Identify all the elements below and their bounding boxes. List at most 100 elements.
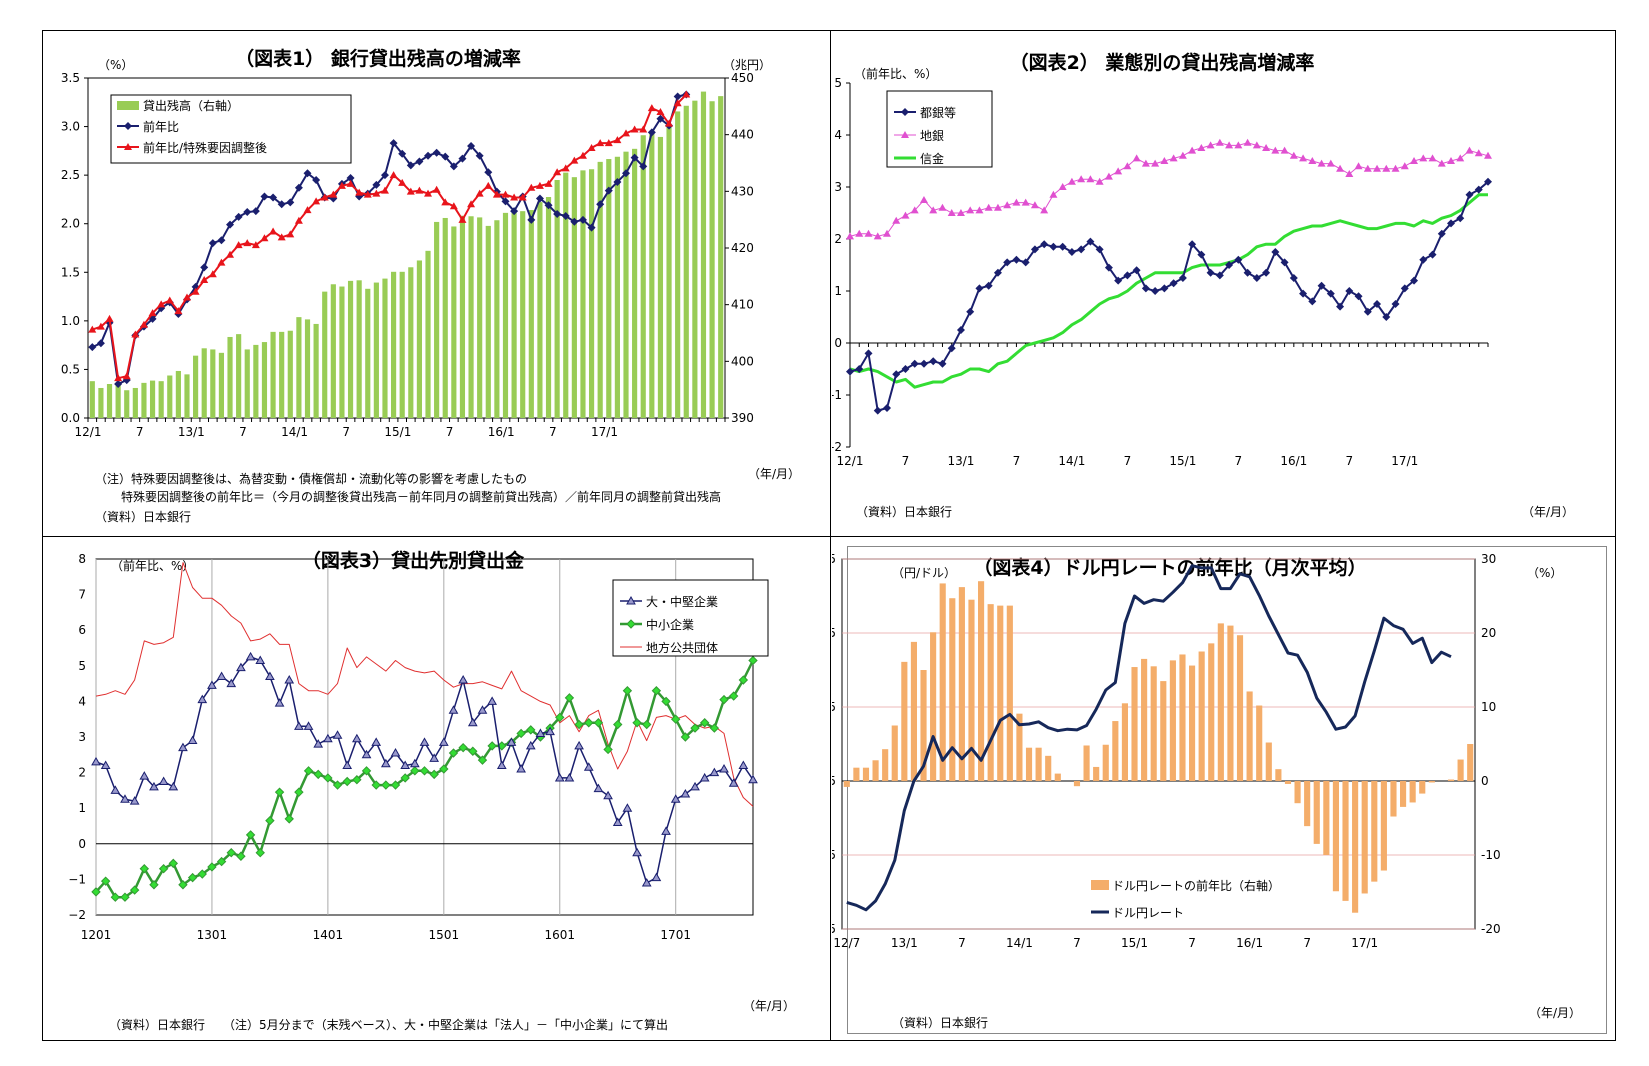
- chart1-ytick-left: 2.0: [61, 217, 80, 231]
- chart2-point-city: [1400, 284, 1409, 293]
- chart3-point-sme: [487, 741, 497, 751]
- chart2-xtick: 15/1: [1169, 454, 1196, 468]
- chart4-xtick: 17/1: [1351, 936, 1378, 950]
- chart1-bar: [597, 161, 603, 418]
- chart2-point-city: [1317, 281, 1326, 290]
- chart4-ytick-left: 95: [832, 774, 836, 788]
- chart4-bar: [891, 725, 898, 781]
- chart1-point-adj: [105, 314, 114, 322]
- chart1-legend-swatch-bar: [117, 101, 139, 110]
- chart2-point-city: [1299, 289, 1308, 298]
- chart4-bar: [853, 767, 860, 781]
- chart2-svg: （図表2） 業態別の貸出残高増減率 （前年比、%） -2 -1 0 1 2 3 4 5 12/1…: [832, 51, 1574, 519]
- chart3-point-sme: [100, 876, 111, 886]
- chart3-point-large: [207, 680, 217, 689]
- chart3-point-sme: [120, 892, 130, 902]
- chart1-bar: [632, 148, 638, 418]
- chart3-point-large: [265, 671, 275, 680]
- chart2-point-city: [929, 357, 938, 366]
- chart2-point-regional: [1215, 138, 1224, 146]
- chart1-point-adj: [363, 190, 372, 198]
- chart1-xtick: 7: [342, 425, 350, 439]
- chart4-title: （図表4）ドル円レートの前年比（月次平均）: [973, 556, 1366, 579]
- chart1-xtick: 12/1: [75, 425, 102, 439]
- chart3-point-sme: [197, 869, 207, 879]
- chart1-point-adj: [449, 202, 458, 210]
- chart3-point-large: [255, 655, 266, 664]
- chart4-bar: [872, 760, 879, 781]
- chart2-legend-shinkin: 信金: [920, 151, 944, 166]
- chart2-point-regional: [1077, 175, 1086, 183]
- chart1-point-adj: [475, 189, 484, 197]
- chart4-bar: [1150, 666, 1157, 781]
- chart1-point-yoy: [596, 200, 605, 209]
- chart4-bar: [1083, 745, 1090, 781]
- chart4-xtick: 16/1: [1236, 936, 1263, 950]
- chart1-bar: [451, 226, 457, 418]
- chart4-bar: [901, 661, 908, 781]
- chart2-ytick: 1: [834, 284, 842, 298]
- chart3-point-sme: [584, 718, 594, 728]
- chart1-ytick-left: 1.5: [61, 265, 80, 279]
- chart1-right-unit: （兆円）: [723, 58, 771, 72]
- chart2-point-city: [1308, 297, 1317, 306]
- chart2-point-regional: [1012, 198, 1021, 206]
- chart3-point-large: [187, 735, 198, 745]
- chart1-point-adj: [613, 136, 622, 144]
- chart3-point-large: [583, 762, 594, 771]
- chart1-bar: [287, 330, 293, 418]
- chart2-point-city: [1382, 313, 1391, 321]
- chart2-point-city: [882, 404, 891, 412]
- chart3-point-sme: [207, 862, 217, 872]
- chart1-x-unit: （年/月）: [748, 467, 800, 481]
- chart4-bar: [987, 604, 994, 781]
- chart2-point-city: [1206, 268, 1215, 277]
- chart1-bar: [89, 381, 95, 418]
- chart3-point-sme: [622, 686, 633, 696]
- chart2-point-city: [993, 268, 1002, 277]
- chart3-point-sme: [690, 723, 700, 733]
- chart4-bar: [939, 583, 946, 781]
- chart2-point-city: [1151, 287, 1160, 295]
- chart2-point-regional: [1104, 172, 1113, 180]
- chart2-point-regional: [1326, 159, 1335, 167]
- chart1-bar: [442, 217, 448, 418]
- chart1-point-yoy: [389, 139, 398, 148]
- chart3-point-sme: [748, 655, 758, 666]
- chart3-point-large: [294, 721, 304, 730]
- chart1-point-yoy: [501, 197, 510, 206]
- chart4-legend-line: ドル円レート: [1112, 906, 1184, 920]
- chart4-bar: [882, 749, 889, 781]
- chart3-point-large: [313, 739, 324, 748]
- chart1-line-adj: [91, 93, 688, 380]
- chart1-bar: [322, 291, 328, 418]
- chart1-bar: [459, 215, 466, 418]
- chart2-xtick: 7: [1013, 454, 1021, 468]
- chart3-ytick: 7: [78, 588, 86, 602]
- chart1-point-adj: [260, 234, 269, 242]
- chart2-point-city: [1030, 245, 1039, 254]
- chart2-point-regional: [1317, 159, 1326, 167]
- chart3-point-large: [332, 730, 343, 739]
- chart2-point-city: [1077, 245, 1086, 254]
- chart4-bar: [1342, 781, 1349, 901]
- chart2-point-city: [1012, 255, 1021, 264]
- chart4-bar: [1313, 781, 1320, 844]
- chart4-bar: [1208, 643, 1215, 781]
- chart1-legend-box: [110, 94, 352, 164]
- chart1-point-yoy: [312, 176, 321, 184]
- chart4-bar: [1246, 691, 1253, 781]
- chart2-point-city: [1456, 214, 1465, 223]
- chart1-point-adj: [269, 227, 278, 235]
- chart1-left-unit: （%）: [98, 58, 133, 72]
- chart4-bar: [1054, 773, 1061, 781]
- chart4-bar: [1323, 781, 1330, 855]
- chart4-bar: [1332, 781, 1340, 892]
- chart2-ytick: 2: [834, 232, 842, 246]
- chart1-point-yoy: [208, 239, 217, 248]
- chart1-point-yoy: [114, 380, 123, 388]
- chart1-point-yoy: [424, 151, 433, 160]
- chart1-bar: [692, 100, 698, 419]
- chart2-point-regional: [1299, 154, 1308, 162]
- chart2-point-city: [1197, 250, 1206, 259]
